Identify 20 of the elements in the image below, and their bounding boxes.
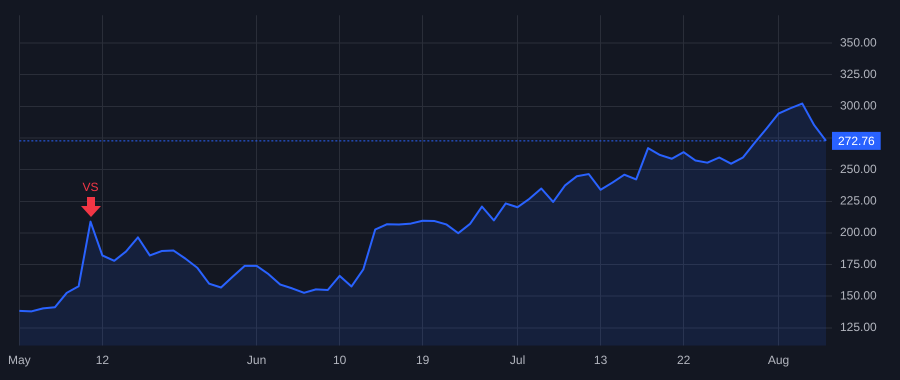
x-tick-label: 22	[676, 353, 691, 368]
x-tick-label: Jul	[510, 353, 526, 368]
x-tick-label: Aug	[768, 353, 790, 368]
y-tick-label: 200.00	[840, 225, 878, 240]
y-tick-label: 175.00	[840, 256, 878, 271]
y-tick-label: 225.00	[840, 194, 878, 208]
y-tick-label: 325.00	[840, 67, 878, 82]
x-tick-label: 10	[332, 353, 347, 368]
ref-line-label: 272.76	[838, 134, 876, 148]
x-tick-label: May	[8, 353, 31, 368]
y-tick-label: 300.00	[840, 98, 878, 113]
y-tick-label: 250.00	[840, 162, 878, 176]
annotation: VS	[82, 180, 99, 194]
x-tick-label: 12	[96, 353, 110, 368]
y-tick-label: 350.00	[840, 35, 878, 50]
x-tick-label: 13	[594, 353, 608, 368]
x-tick-label: 19	[416, 353, 430, 368]
y-tick-label: 125.00	[840, 320, 878, 334]
y-tick-label: 150.00	[840, 288, 878, 303]
x-tick-label: Jun	[246, 353, 266, 368]
